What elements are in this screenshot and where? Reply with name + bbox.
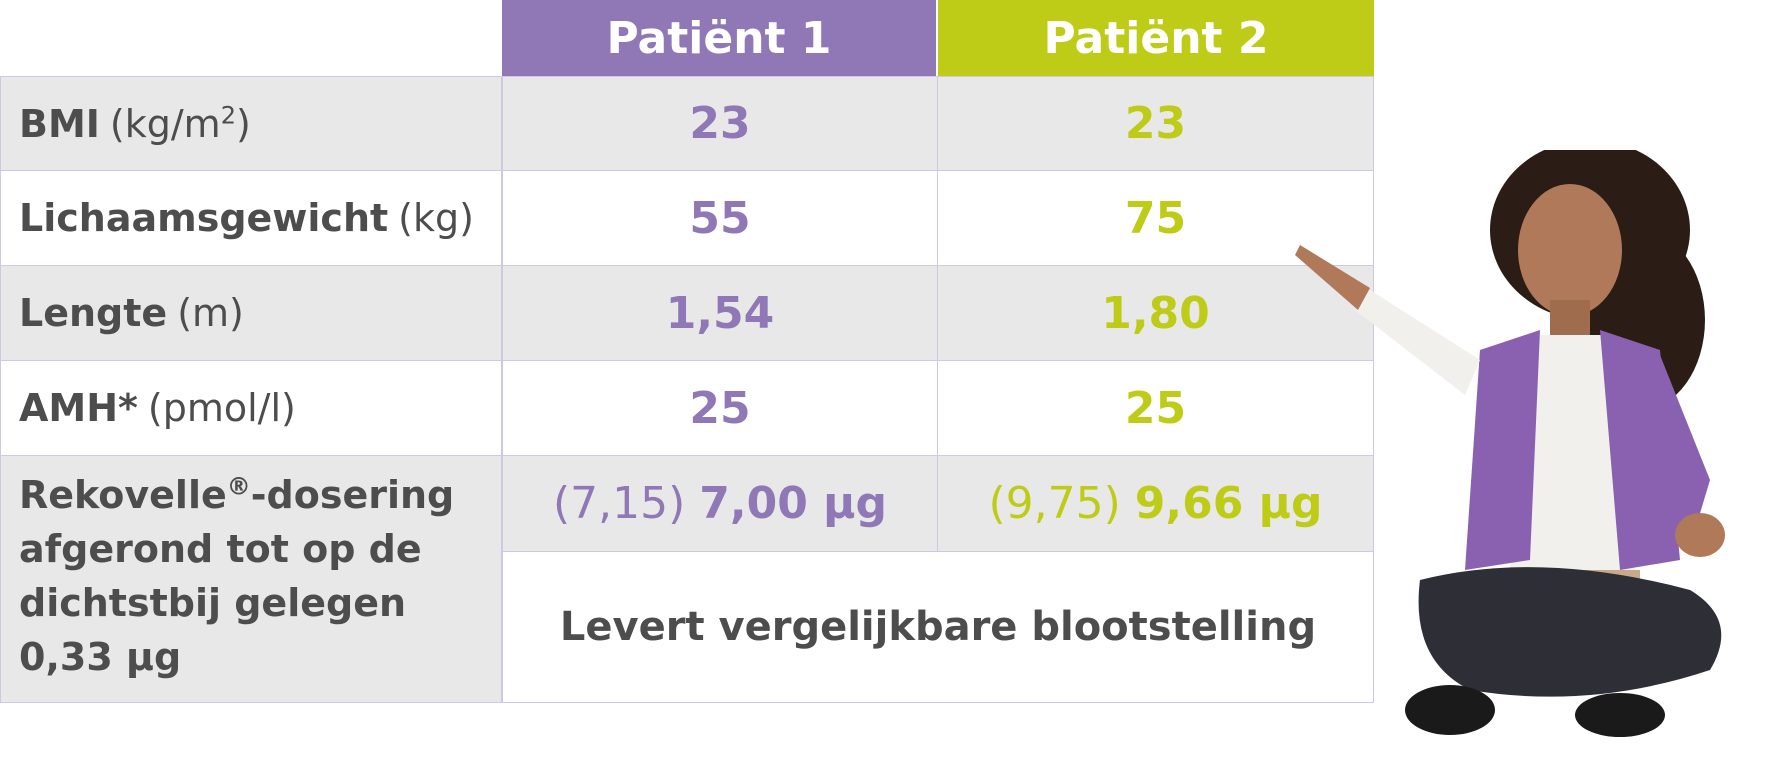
row-label-text: Lengte bbox=[19, 291, 168, 335]
row-label-text: Lichaamsgewicht bbox=[19, 196, 389, 240]
dose-patient-2: (9,75) 9,66 µg bbox=[937, 455, 1374, 552]
dose-raw-patient-2: (9,75) bbox=[988, 478, 1121, 529]
woman-photo bbox=[1295, 150, 1725, 737]
row-unit: (kg/m2) bbox=[109, 100, 251, 146]
dosing-label-line: Rekovelle®-dosering bbox=[19, 472, 455, 517]
row-label-text: BMI bbox=[19, 101, 100, 146]
row-label-dosing: Rekovelle®-dosering afgerond tot op de d… bbox=[0, 455, 502, 703]
row-label-height: Lengte (m) bbox=[0, 265, 502, 361]
row-unit: (m) bbox=[177, 291, 244, 335]
row-label-text: AMH* bbox=[19, 386, 138, 430]
comparison-table: Patiënt 1 Patiënt 2 BMI (kg/m2) 23 23 Li… bbox=[0, 0, 1374, 703]
bmi-patient-1: 23 bbox=[502, 76, 938, 171]
weight-patient-1: 55 bbox=[502, 170, 938, 266]
dosing-label-line: 0,33 µg bbox=[19, 635, 182, 679]
height-patient-1: 1,54 bbox=[502, 265, 938, 361]
header-patient-1: Patiënt 1 bbox=[502, 0, 936, 76]
dose-rounded-patient-2: 9,66 µg bbox=[1134, 478, 1323, 529]
dose-rounded-patient-1: 7,00 µg bbox=[699, 478, 888, 529]
row-unit: (kg) bbox=[398, 196, 474, 240]
row-label-weight: Lichaamsgewicht (kg) bbox=[0, 170, 502, 266]
row-label-amh: AMH* (pmol/l) bbox=[0, 360, 502, 456]
header-patient-2: Patiënt 2 bbox=[938, 0, 1374, 76]
row-label-bmi: BMI (kg/m2) bbox=[0, 76, 502, 171]
dose-raw-patient-1: (7,15) bbox=[552, 478, 686, 529]
amh-patient-1: 25 bbox=[502, 360, 938, 456]
amh-patient-2: 25 bbox=[937, 360, 1374, 456]
exposure-note: Levert vergelijkbare blootstelling bbox=[502, 551, 1374, 703]
dosing-label-line: afgerond tot op de bbox=[19, 527, 422, 571]
dose-patient-1: (7,15) 7,00 µg bbox=[502, 455, 938, 552]
bmi-patient-2: 23 bbox=[937, 76, 1374, 171]
dosing-label-line: dichtstbij gelegen bbox=[19, 581, 407, 625]
height-patient-2: 1,80 bbox=[937, 265, 1374, 361]
row-unit: (pmol/l) bbox=[147, 386, 296, 430]
